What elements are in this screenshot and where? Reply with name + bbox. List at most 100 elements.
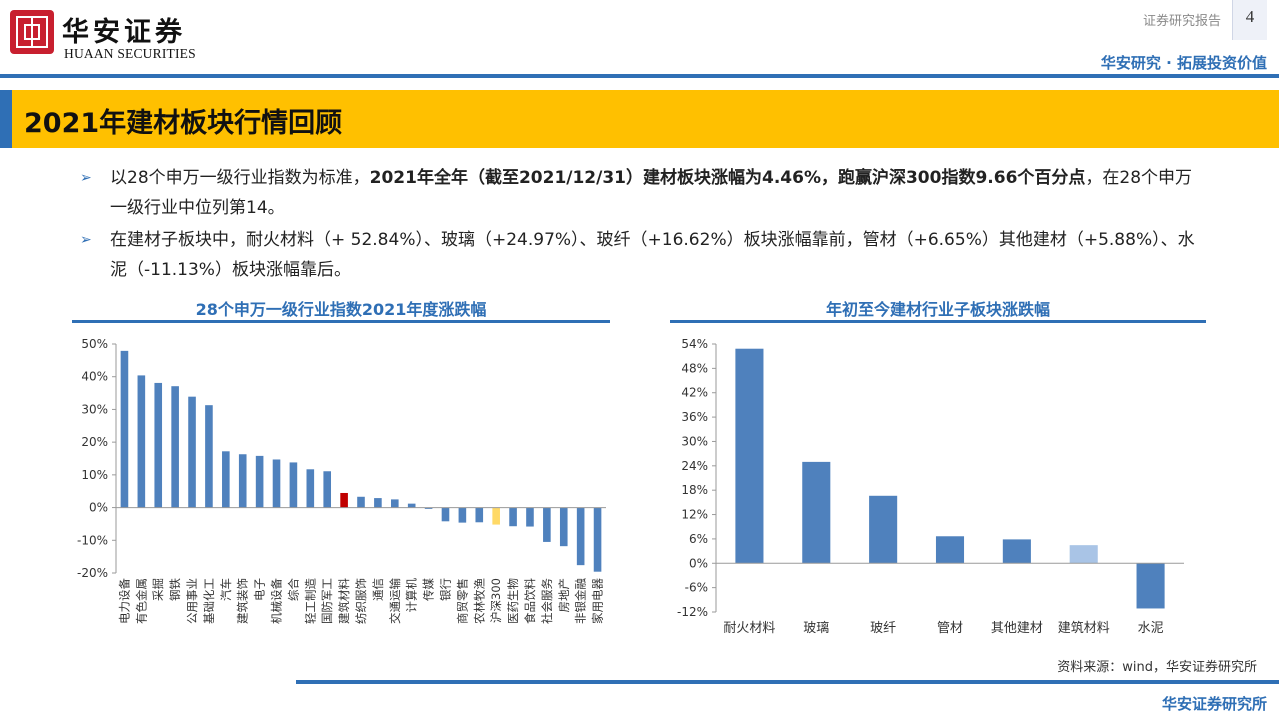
bar	[120, 350, 129, 508]
bullet-point: ➢ 在建材子板块中，耐火材料（+ 52.84%）、玻璃（+24.97%）、玻纤（…	[80, 225, 1198, 285]
bullet-segment-bold: 2021年全年（截至2021/12/31）建材板块涨幅为4.46%，跑赢沪深30…	[369, 168, 1086, 188]
bar	[735, 348, 764, 564]
bar	[1069, 545, 1098, 564]
x-tick-label: 非银金融	[574, 578, 588, 624]
x-tick-label: 传媒	[422, 578, 436, 601]
x-tick-label: 农林牧渔	[472, 578, 486, 624]
x-tick-label: 公用事业	[185, 578, 199, 624]
bar	[272, 459, 281, 508]
bar	[869, 495, 898, 564]
bar	[323, 471, 332, 508]
page-number-box	[1232, 0, 1267, 40]
y-tick-label: 48%	[681, 361, 708, 375]
industry-returns-chart: 50% 40% 30% 20% 10% 0% -10% -20% 电力设备 有色金属 采掘 钢铁 公用事…	[77, 337, 606, 624]
bar	[306, 469, 315, 508]
x-tick-label: 管材	[937, 621, 963, 636]
bar	[475, 507, 484, 523]
report-type: 证券研究报告	[1142, 14, 1221, 29]
bar	[238, 454, 247, 508]
logo-chinese: 华安证券	[62, 17, 186, 48]
bar	[205, 405, 213, 508]
x-tick-label: 社会服务	[540, 578, 554, 624]
x-tick-label: 基础化工	[202, 578, 216, 624]
bar	[802, 461, 831, 564]
chart-title: 年初至今建材行业子板块涨跌幅	[825, 300, 1050, 319]
chart-title: 28个申万一级行业指数2021年度涨跌幅	[195, 300, 487, 319]
title-banner	[12, 90, 1279, 148]
x-tick-label: 国防军工	[320, 578, 334, 624]
bar	[255, 455, 264, 508]
x-tick-label: 水泥	[1138, 621, 1164, 636]
x-tick-label: 汽车	[219, 578, 233, 601]
y-tick-label: 12%	[681, 508, 708, 522]
x-tick-label: 有色金属	[134, 578, 148, 624]
x-tick-label: 耐火材料	[723, 621, 775, 636]
bullet-segment: ，在28个申万一级行业中位列第14。	[110, 168, 1193, 218]
x-tick-label: 钢铁	[168, 578, 182, 601]
bar	[441, 507, 450, 522]
x-tick-label: 采掘	[151, 578, 165, 601]
x-tick-label: 电力设备	[117, 578, 131, 624]
bar	[374, 498, 382, 508]
y-tick-label: -6%	[685, 581, 708, 595]
x-tick-label: 建筑装饰	[236, 578, 250, 624]
bullet-text: 在建材子板块中，耐火材料（+ 52.84%）、玻璃（+24.97%）、玻纤（+1…	[88, 225, 1198, 285]
title-accent	[0, 90, 12, 148]
y-tick-label: 30%	[681, 434, 708, 448]
x-tick-label: 医药生物	[506, 578, 520, 624]
source-note: 资料来源：wind，华安证券研究所	[1057, 660, 1257, 675]
x-tick-label: 商贸零售	[455, 578, 469, 624]
bar	[935, 536, 965, 564]
y-tick-label: 24%	[681, 459, 708, 473]
footer-label: 华安证券研究所	[1161, 695, 1267, 713]
y-tick-label: -12%	[677, 605, 708, 619]
x-tick-label: 建筑材料	[1058, 620, 1110, 636]
x-tick-label: 机械设备	[270, 578, 284, 624]
y-tick-label: 6%	[689, 532, 708, 546]
y-tick-label: 0%	[689, 556, 708, 570]
x-tick-label: 综合	[286, 578, 300, 601]
chart-title-rule	[72, 320, 610, 323]
slide-title: 2021年建材板块行情回顾	[24, 108, 343, 139]
y-tick-label: 50%	[81, 337, 108, 351]
bar	[188, 396, 196, 508]
y-tick-label: 42%	[681, 386, 708, 400]
bar	[171, 386, 179, 508]
y-tick-label: 20%	[81, 435, 108, 449]
y-tick-label: 10%	[81, 468, 108, 482]
y-tick-label: 0%	[89, 501, 108, 515]
bar	[559, 507, 568, 547]
bar	[340, 492, 348, 508]
x-tick-label: 玻纤	[870, 621, 896, 636]
bar	[289, 462, 298, 508]
x-tick-label: 玻璃	[803, 621, 829, 636]
bar	[458, 507, 467, 523]
logo-seal-icon	[10, 10, 54, 54]
tagline: 华安研究 · 拓展投资价值	[1100, 54, 1267, 72]
bullet-segment: 在建材子板块中，耐火材料（+ 52.84%）、玻璃（+24.97%）、玻纤（+1…	[110, 230, 1195, 280]
bullet-text: 以28个申万一级行业指数为标准，2021年全年（截至2021/12/31）建材板…	[88, 163, 1198, 223]
arrow-bullet-icon: ➢	[80, 170, 92, 186]
bullet-segment: 以28个申万一级行业指数为标准，	[110, 168, 370, 188]
subsector-returns-chart: 54% 48% 42% 36% 30% 24% 18% 12% 6% 0% -6% -12% 耐火材料 玻…	[677, 337, 1184, 636]
logo-english: HUAAN SECURITIES	[64, 46, 196, 61]
x-tick-label: 计算机	[405, 578, 419, 613]
footer-divider	[296, 680, 1279, 684]
y-tick-label: 18%	[681, 483, 708, 497]
chart-title-rule	[670, 320, 1206, 323]
x-tick-label: 其他建材	[991, 621, 1043, 636]
y-tick-label: -20%	[77, 566, 108, 580]
bar	[407, 503, 416, 508]
bar	[222, 451, 230, 508]
x-tick-label: 房地产	[557, 578, 571, 613]
header-divider	[0, 74, 1279, 78]
y-tick-label: 36%	[681, 410, 708, 424]
bar	[492, 507, 500, 525]
x-tick-label: 家用电器	[591, 578, 605, 624]
bar	[137, 375, 146, 508]
bar	[357, 496, 365, 508]
arrow-bullet-icon: ➢	[80, 232, 92, 248]
x-tick-label: 银行	[438, 578, 452, 601]
bar	[576, 507, 585, 566]
bar	[1136, 563, 1165, 609]
